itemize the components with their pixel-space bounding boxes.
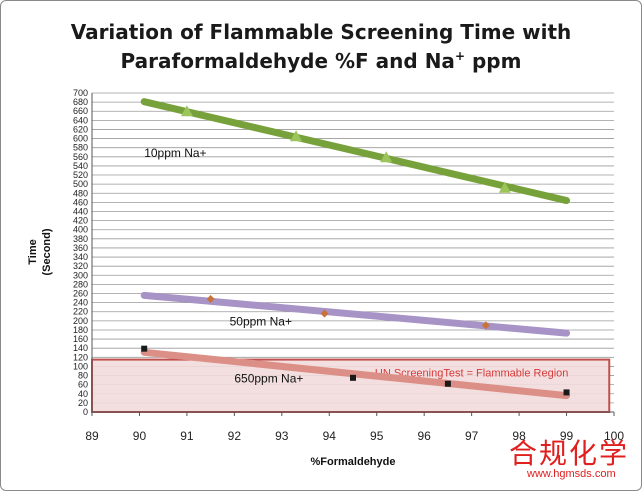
x-tick-label-93: 93 xyxy=(275,429,289,443)
series-1-point-0 xyxy=(206,294,215,303)
y-tick-label-60: 60 xyxy=(78,380,88,390)
y-tick-label-620: 620 xyxy=(73,124,88,134)
y-tick-label-460: 460 xyxy=(73,197,88,207)
y-tick-label-220: 220 xyxy=(73,307,88,317)
y-tick-label-0: 0 xyxy=(83,407,88,417)
y-tick-label-360: 360 xyxy=(73,243,88,253)
series-2-point-1 xyxy=(350,374,356,381)
series-trendline-1 xyxy=(140,291,571,337)
y-tick-label-580: 580 xyxy=(73,143,88,153)
series-1-point-1 xyxy=(320,309,329,318)
flammable-region-box xyxy=(91,358,611,414)
y-tick-label-300: 300 xyxy=(73,270,88,280)
series-0-point-3 xyxy=(498,181,511,193)
y-tick-label-480: 480 xyxy=(73,188,88,198)
y-tick-label-560: 560 xyxy=(73,152,88,162)
watermark: 合规化学 www.hgmsds.com xyxy=(509,437,629,480)
x-tick-label-95: 95 xyxy=(370,429,384,443)
y-tick-label-140: 140 xyxy=(73,343,88,353)
y-tick-label-640: 640 xyxy=(73,115,88,125)
y-tick-label-120: 120 xyxy=(73,352,88,362)
x-tick-label-100: 100 xyxy=(604,429,624,443)
series-trendline-2 xyxy=(140,348,571,400)
flammable-region-label: UN ScreeningTest = Flammable Region xyxy=(375,367,569,379)
watermark-chinese-text: 合规化学 xyxy=(509,437,629,470)
x-tick-label-97: 97 xyxy=(465,429,479,443)
y-tick-label-200: 200 xyxy=(73,316,88,326)
series-0-point-1 xyxy=(290,130,303,142)
y-tick-label-240: 240 xyxy=(73,298,88,308)
x-tick-label-90: 90 xyxy=(133,429,147,443)
y-tick-label-180: 180 xyxy=(73,325,88,335)
chart-title-line2-prefix: Paraformaldehyde %F and Na xyxy=(121,49,455,73)
x-tick-label-89: 89 xyxy=(85,429,99,443)
y-tick-label-100: 100 xyxy=(73,361,88,371)
x-tick-label-94: 94 xyxy=(323,429,337,443)
y-tick-label-680: 680 xyxy=(73,97,88,107)
y-tick-label-340: 340 xyxy=(73,252,88,262)
y-tick-label-380: 380 xyxy=(73,234,88,244)
x-tick-label-99: 99 xyxy=(560,429,574,443)
series-1-point-2 xyxy=(481,321,490,330)
chart-title-line2-suffix: ppm xyxy=(465,49,521,73)
y-tick-label-80: 80 xyxy=(78,371,88,381)
x-tick-label-96: 96 xyxy=(418,429,432,443)
watermark-url: www.hgmsds.com xyxy=(526,468,616,480)
y-tick-label-280: 280 xyxy=(73,279,88,289)
ticks-layer: 0204060801001201401601802002202402602803… xyxy=(73,88,624,443)
y-tick-label-420: 420 xyxy=(73,216,88,226)
series-trendline-0 xyxy=(140,98,571,205)
x-tick-label-98: 98 xyxy=(512,429,526,443)
series-layer: 10ppm Na+ 50ppm Na+ 650ppm Na+ xyxy=(140,98,571,400)
y-tick-label-440: 440 xyxy=(73,206,88,216)
series-0-point-2 xyxy=(380,151,393,163)
x-tick-label-91: 91 xyxy=(180,429,194,443)
y-tick-label-260: 260 xyxy=(73,289,88,299)
chart-title-line2: Paraformaldehyde %F and Na+ ppm xyxy=(121,49,522,73)
y-tick-label-540: 540 xyxy=(73,161,88,171)
region-layer: UN ScreeningTest = Flammable Region xyxy=(91,358,611,414)
y-tick-label-320: 320 xyxy=(73,261,88,271)
y-axis-label-line1: Time xyxy=(27,239,39,264)
series-2-point-2 xyxy=(444,380,451,387)
x-tick-label-92: 92 xyxy=(228,429,242,443)
x-axis-label: %Formaldehyde xyxy=(311,456,396,468)
chart-title-line1: Variation of Flammable Screening Time wi… xyxy=(71,20,572,44)
y-tick-label-40: 40 xyxy=(78,389,88,399)
series-label-0: 10ppm Na+ xyxy=(144,146,206,160)
y-tick-label-160: 160 xyxy=(73,334,88,344)
y-tick-label-500: 500 xyxy=(73,179,88,189)
series-2-point-3 xyxy=(563,389,570,396)
y-tick-label-600: 600 xyxy=(73,134,88,144)
y-tick-label-400: 400 xyxy=(73,225,88,235)
series-label-2: 650ppm Na+ xyxy=(234,371,303,385)
y-tick-label-700: 700 xyxy=(73,88,88,98)
series-0-point-0 xyxy=(180,105,193,117)
y-tick-label-660: 660 xyxy=(73,106,88,116)
chart-title-line2-sup: + xyxy=(455,49,465,63)
series-2-point-0 xyxy=(141,345,148,352)
y-tick-label-520: 520 xyxy=(73,170,88,180)
axes-layer xyxy=(91,93,615,416)
series-label-1: 50ppm Na+ xyxy=(230,314,292,328)
y-tick-label-20: 20 xyxy=(78,398,88,408)
y-axis-label-line2: (Second) xyxy=(41,228,53,275)
